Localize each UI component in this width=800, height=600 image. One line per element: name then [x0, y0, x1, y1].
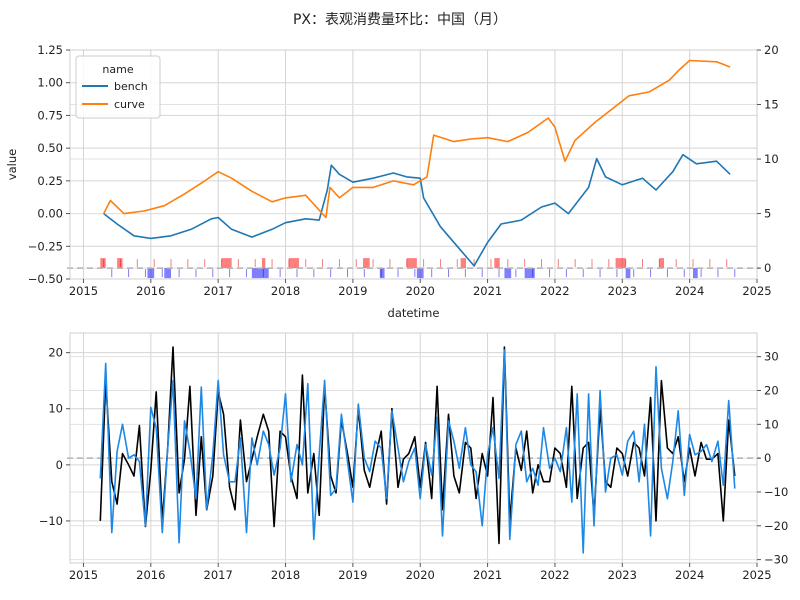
- y-right-tick-label: −20: [764, 519, 788, 533]
- y-tick-label: 0.50: [37, 141, 63, 155]
- event-span: [261, 258, 266, 269]
- y-tick-label: 20: [48, 346, 63, 360]
- event-span: [221, 258, 232, 269]
- x-tick-label: 2018: [271, 284, 300, 298]
- y-tick-label: −10: [39, 514, 63, 528]
- legend: name bench curve: [75, 55, 161, 119]
- x-tick-label: 2020: [406, 284, 435, 298]
- x-tick-label: 2019: [338, 568, 367, 582]
- y-right-tick-label: 10: [764, 152, 779, 166]
- y-axis-label: value: [5, 149, 19, 180]
- plot-frame: [69, 49, 758, 280]
- y-tick-label: 10: [48, 402, 63, 416]
- x-tick-label: 2022: [540, 284, 569, 298]
- series-line-bench: [103, 153, 731, 267]
- y-tick-label: 0.75: [37, 108, 63, 122]
- y-right-tick-label: −30: [764, 553, 788, 567]
- x-tick-label: 2015: [69, 568, 98, 582]
- y-right-tick-label: 10: [764, 417, 779, 431]
- event-span: [504, 268, 512, 279]
- x-tick-label: 2025: [742, 284, 771, 298]
- x-tick-label: 2021: [473, 284, 502, 298]
- event-span: [494, 258, 500, 269]
- x-tick-label: 2016: [136, 568, 165, 582]
- event-span: [406, 258, 417, 269]
- x-tick-label: 2024: [675, 568, 704, 582]
- x-tick-label: 2017: [204, 284, 233, 298]
- x-axis-label: datetime: [388, 306, 440, 320]
- event-span: [693, 268, 698, 279]
- y-tick-label: 0: [56, 458, 63, 472]
- legend-label: curve: [114, 98, 145, 111]
- event-span: [416, 268, 424, 279]
- x-tick-label: 2022: [540, 568, 569, 582]
- x-tick-label: 2024: [675, 284, 704, 298]
- y-tick-label: 1.25: [37, 43, 63, 57]
- y-right-tick-label: 30: [764, 350, 779, 364]
- event-span: [460, 258, 467, 269]
- y-right-tick-label: 5: [764, 207, 771, 221]
- chart-title: PX：表观消费量环比：中国（月）: [292, 12, 508, 28]
- series-line-curve: [102, 59, 731, 219]
- y-tick-label: −0.50: [28, 272, 63, 286]
- series-line-1: [99, 346, 736, 545]
- x-tick-label: 2018: [271, 568, 300, 582]
- y-tick-label: 0.00: [37, 207, 63, 221]
- x-tick-label: 2015: [69, 284, 98, 298]
- event-span: [288, 258, 299, 269]
- y-tick-label: 0.25: [37, 174, 63, 188]
- y-right-tick-label: 0: [764, 261, 771, 275]
- x-tick-label: 2017: [204, 568, 233, 582]
- event-span: [251, 268, 269, 279]
- y-tick-label: −0.25: [28, 239, 63, 253]
- event-span: [100, 258, 106, 269]
- event-span: [117, 258, 123, 269]
- x-tick-label: 2019: [338, 284, 367, 298]
- x-tick-label: 2023: [608, 284, 637, 298]
- y-right-tick-label: −10: [764, 485, 788, 499]
- x-tick-label: 2021: [473, 568, 502, 582]
- event-span: [659, 258, 665, 269]
- panel-1: 2015 2016 2017 2018 2019 2020 2021 2022 2023 2024…: [5, 43, 779, 320]
- event-span: [615, 258, 626, 269]
- legend-frame: [75, 55, 161, 119]
- legend-title: name: [102, 63, 133, 76]
- y-right-tick-label: 0: [764, 451, 771, 465]
- event-span: [147, 268, 155, 279]
- series-line-2: [99, 349, 736, 554]
- y-right-tick-label: 15: [764, 98, 779, 112]
- y-tick-label: 1.00: [37, 76, 63, 90]
- event-span: [379, 268, 385, 279]
- event-span: [524, 268, 535, 279]
- x-tick-label: 2023: [608, 568, 637, 582]
- plot-frame: [69, 332, 758, 564]
- x-tick-label: 2025: [742, 568, 771, 582]
- y-right-tick-label: 20: [764, 43, 779, 57]
- x-tick-label: 2016: [136, 284, 165, 298]
- event-span: [625, 268, 631, 279]
- legend-label: bench: [114, 80, 148, 93]
- x-tick-label: 2020: [406, 568, 435, 582]
- event-span: [164, 268, 172, 279]
- event-span: [362, 258, 370, 269]
- y-right-tick-label: 20: [764, 384, 779, 398]
- panel-2: 2015 2016 2017 2018 2019 2020 2021 2022 2023 2024…: [39, 332, 788, 582]
